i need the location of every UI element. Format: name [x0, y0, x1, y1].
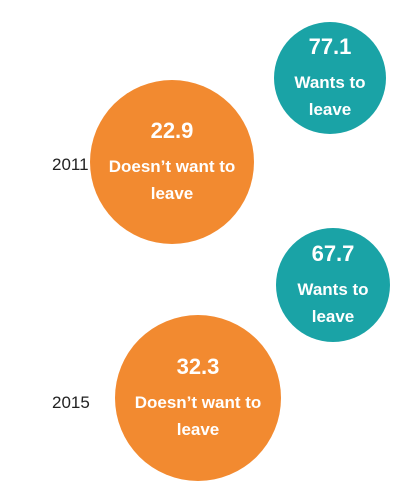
bubble: 32.3 Doesn’t want to leave	[115, 315, 281, 481]
series-label: Wants to leave	[294, 73, 366, 119]
value-label: 22.9	[150, 118, 194, 143]
series-label: Wants to leave	[297, 280, 369, 326]
year-label: 2011	[52, 155, 89, 174]
value-label: 32.3	[176, 354, 220, 379]
year-label: 2015	[52, 393, 90, 412]
value-label: 77.1	[308, 34, 352, 59]
bubble: 77.1 Wants to leave	[274, 22, 386, 134]
bubble: 67.7 Wants to leave	[276, 228, 390, 342]
value-label: 67.7	[311, 241, 355, 266]
series-label: Doesn’t want to leave	[108, 157, 236, 203]
series-label: Doesn’t want to leave	[134, 393, 262, 439]
bubble: 22.9 Doesn’t want to leave	[90, 80, 254, 244]
